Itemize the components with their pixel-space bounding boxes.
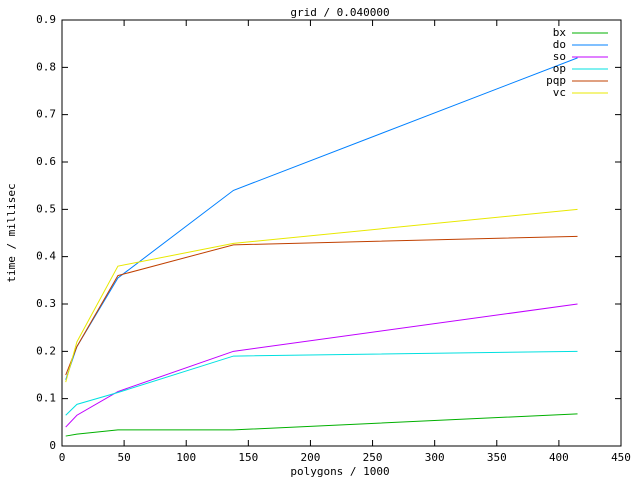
series-line — [65, 57, 578, 380]
legend-label: vc — [553, 86, 566, 99]
y-tick-label: 0.2 — [36, 344, 56, 357]
y-tick-label: 0.1 — [36, 392, 56, 405]
x-tick-label: 300 — [425, 451, 445, 464]
x-tick-label: 400 — [549, 451, 569, 464]
y-tick-label: 0.6 — [36, 155, 56, 168]
y-tick-label: 0 — [49, 439, 56, 452]
y-tick-label: 0.7 — [36, 108, 56, 121]
series-line — [65, 413, 578, 437]
legend-label: so — [553, 50, 566, 63]
y-tick-label: 0.5 — [36, 202, 56, 215]
y-tick-label: 0.4 — [36, 250, 56, 263]
y-axis-label: time / millisec — [5, 183, 18, 282]
x-tick-label: 250 — [363, 451, 383, 464]
series-line — [65, 235, 578, 376]
legend-label: do — [553, 38, 566, 51]
x-tick-label: 0 — [59, 451, 66, 464]
x-tick-label: 350 — [487, 451, 507, 464]
y-tick-label: 0.9 — [36, 13, 56, 26]
plot-border — [61, 19, 622, 447]
series-line — [65, 303, 578, 428]
legend-label: op — [553, 62, 566, 75]
y-tick-label: 0.8 — [36, 60, 56, 73]
x-tick-label: 100 — [176, 451, 196, 464]
legend-label: bx — [553, 26, 567, 39]
series-line — [65, 208, 578, 383]
x-tick-label: 200 — [301, 451, 321, 464]
chart-title: grid / 0.040000 — [290, 6, 389, 19]
x-tick-label: 150 — [238, 451, 258, 464]
y-tick-label: 0.3 — [36, 297, 56, 310]
x-axis-label: polygons / 1000 — [290, 465, 389, 478]
x-tick-label: 450 — [611, 451, 631, 464]
series-line — [65, 350, 578, 416]
x-tick-label: 50 — [117, 451, 130, 464]
legend-label: pqp — [546, 74, 566, 87]
